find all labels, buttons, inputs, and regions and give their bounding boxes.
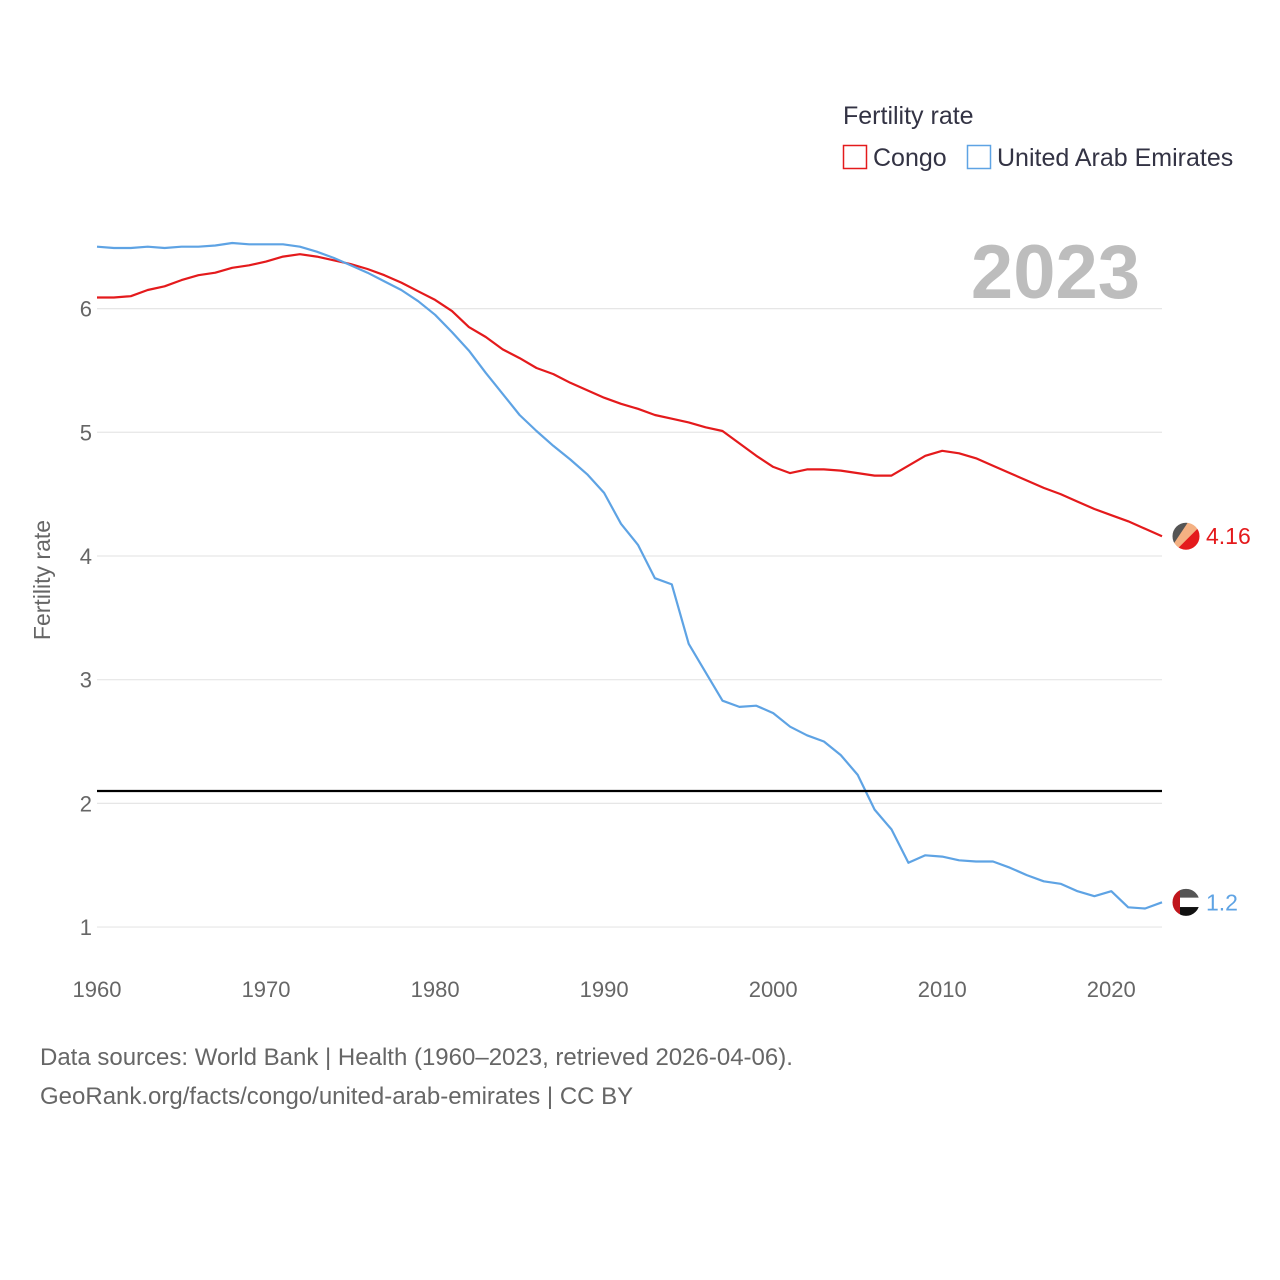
data-sources-text: Data sources: World Bank | Health (1960–… bbox=[40, 1044, 793, 1071]
x-tick-label: 2020 bbox=[1087, 977, 1136, 1002]
attribution-text[interactable]: GeoRank.org/facts/congo/united-arab-emir… bbox=[40, 1083, 634, 1110]
y-tick-label: 5 bbox=[80, 420, 92, 445]
x-tick-label: 1970 bbox=[242, 977, 291, 1002]
legend[interactable]: Fertility rate Congo United Arab Emirate… bbox=[842, 102, 1234, 172]
gridlines bbox=[97, 307, 1162, 928]
uae-flag-icon bbox=[1171, 887, 1201, 917]
y-tick-label: 2 bbox=[80, 791, 92, 816]
end-value-label-0: 4.16 bbox=[1206, 523, 1251, 549]
x-tick-label: 2000 bbox=[749, 977, 798, 1002]
y-tick-label: 1 bbox=[80, 915, 92, 940]
series-line-0 bbox=[97, 253, 1163, 538]
legend-title: Fertility rate bbox=[843, 102, 974, 130]
x-axis-ticks: 1960 1970 1980 1990 2000 2010 2020 bbox=[73, 977, 1136, 1002]
x-tick-label: 1980 bbox=[411, 977, 460, 1002]
legend-label-congo: Congo bbox=[873, 144, 947, 172]
end-markers: 4.16 1.2 bbox=[1171, 521, 1251, 917]
x-tick-label: 2010 bbox=[918, 977, 967, 1002]
fertility-rate-line-chart: 1 2 3 4 5 6 1960 1970 1980 1990 2000 2010 2020 Fert… bbox=[29, 102, 1251, 1002]
series-lines bbox=[96, 241, 1163, 910]
current-year-label: 2023 bbox=[971, 230, 1140, 315]
legend-swatch-congo bbox=[842, 144, 868, 170]
x-tick-label: 1960 bbox=[73, 977, 122, 1002]
y-tick-label: 4 bbox=[80, 544, 92, 569]
y-tick-label: 3 bbox=[80, 668, 92, 693]
legend-item-congo[interactable]: Congo bbox=[842, 144, 947, 172]
legend-swatch-uae bbox=[966, 144, 992, 170]
y-axis-label: Fertility rate bbox=[29, 520, 55, 640]
series-line-1 bbox=[96, 241, 1163, 910]
y-axis-ticks: 1 2 3 4 5 6 bbox=[80, 297, 92, 940]
legend-label-uae: United Arab Emirates bbox=[997, 144, 1233, 172]
x-tick-label: 1990 bbox=[580, 977, 629, 1002]
congo-flag-icon bbox=[1171, 521, 1201, 551]
y-tick-label: 6 bbox=[80, 297, 92, 322]
end-value-label-1: 1.2 bbox=[1206, 889, 1238, 915]
legend-item-uae[interactable]: United Arab Emirates bbox=[966, 144, 1234, 172]
